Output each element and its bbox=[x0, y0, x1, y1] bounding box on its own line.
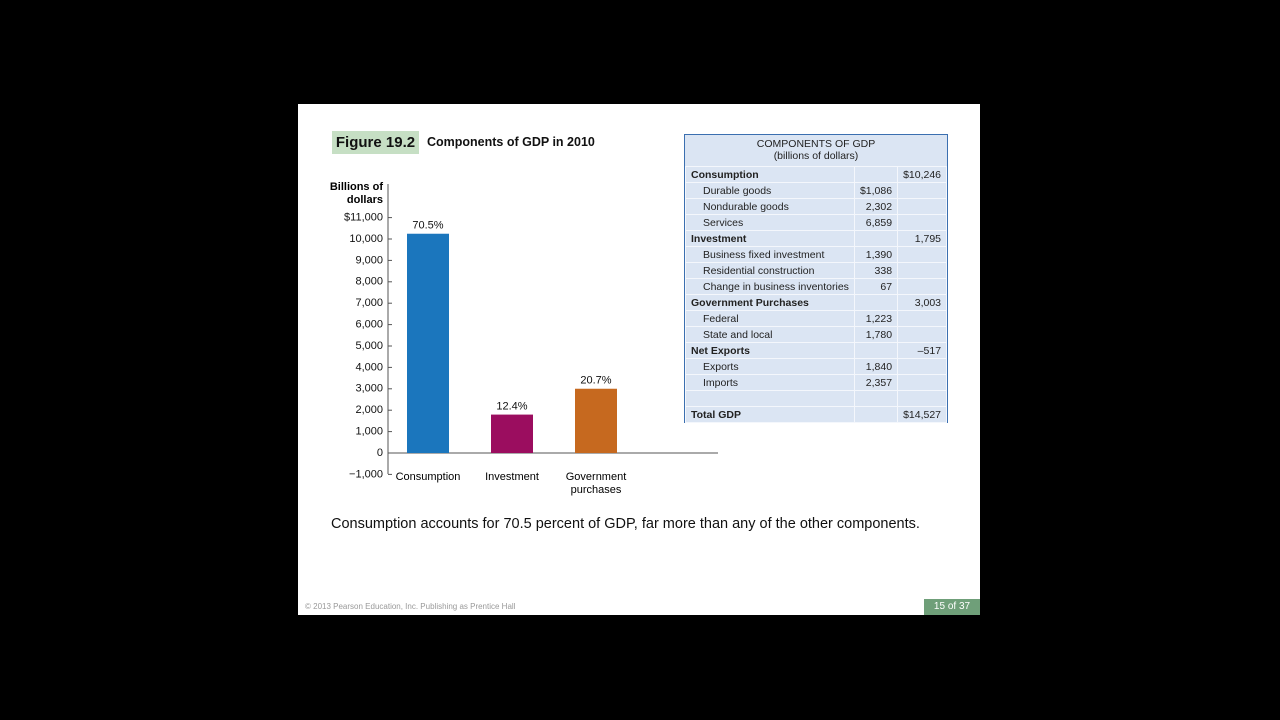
row-label: Total GDP bbox=[685, 406, 855, 423]
y-tick-label: 9,000 bbox=[355, 254, 383, 266]
row-label: Investment bbox=[685, 230, 855, 247]
row-label: State and local bbox=[685, 326, 855, 343]
share-label: 20.7% bbox=[580, 375, 611, 387]
total-cell: 1,795 bbox=[897, 230, 948, 247]
table-row: Government Purchases 3,003 bbox=[685, 294, 948, 311]
table-row: Durable goods $1,086 bbox=[685, 182, 948, 199]
gdp-table: COMPONENTS OF GDP (billions of dollars) … bbox=[684, 134, 948, 423]
row-label: Exports bbox=[685, 358, 855, 375]
bar bbox=[491, 414, 533, 453]
table-row: Consumption $10,246 bbox=[685, 166, 948, 183]
total-cell: $10,246 bbox=[897, 166, 948, 183]
spacer-row bbox=[685, 390, 948, 407]
table-row: Exports 1,840 bbox=[685, 358, 948, 375]
table-row: Services 6,859 bbox=[685, 214, 948, 231]
x-tick-label: Investment bbox=[485, 471, 539, 483]
y-tick-label: 6,000 bbox=[355, 319, 383, 331]
bar bbox=[575, 388, 617, 453]
total-cell bbox=[897, 262, 948, 279]
spacer-cell bbox=[853, 390, 899, 407]
y-tick-label: 5,000 bbox=[355, 340, 383, 352]
table-body: Consumption $10,246 Durable goods $1,086 Non… bbox=[685, 166, 948, 423]
total-cell bbox=[897, 278, 948, 295]
bar bbox=[407, 233, 449, 453]
detail-cell: 67 bbox=[853, 278, 899, 295]
detail-cell: 2,357 bbox=[853, 374, 899, 391]
row-label: Business fixed investment bbox=[685, 246, 855, 263]
total-cell: 3,003 bbox=[897, 294, 948, 311]
detail-cell: $1,086 bbox=[853, 182, 899, 199]
total-cell: –517 bbox=[897, 342, 948, 359]
y-axis-label: Billions of dollars bbox=[329, 181, 383, 206]
share-label: 70.5% bbox=[412, 220, 443, 232]
detail-cell bbox=[853, 166, 899, 183]
table-row: Federal 1,223 bbox=[685, 310, 948, 327]
table-row: Nondurable goods 2,302 bbox=[685, 198, 948, 215]
table-header: COMPONENTS OF GDP (billions of dollars) bbox=[685, 135, 947, 166]
detail-cell: 1,840 bbox=[853, 358, 899, 375]
table-row: Change in business inventories 67 bbox=[685, 278, 948, 295]
x-tick-label: Consumption bbox=[395, 471, 461, 483]
total-cell: $14,527 bbox=[897, 406, 948, 423]
detail-cell: 1,780 bbox=[853, 326, 899, 343]
detail-cell: 2,302 bbox=[853, 198, 899, 215]
row-label: Net Exports bbox=[685, 342, 855, 359]
chart-title: Components of GDP in 2010 bbox=[427, 135, 595, 149]
y-tick-label: 0 bbox=[377, 447, 383, 459]
copyright: © 2013 Pearson Education, Inc. Publishin… bbox=[305, 602, 516, 611]
row-label: Durable goods bbox=[685, 182, 855, 199]
row-label: Federal bbox=[685, 310, 855, 327]
y-tick-label: 4,000 bbox=[355, 361, 383, 373]
y-tick-label: 10,000 bbox=[349, 233, 383, 245]
spacer-cell bbox=[897, 390, 948, 407]
row-label: Imports bbox=[685, 374, 855, 391]
y-tick-label: −1,000 bbox=[349, 468, 383, 480]
row-label: Change in business inventories bbox=[685, 278, 855, 295]
detail-cell: 6,859 bbox=[853, 214, 899, 231]
table-subtitle: (billions of dollars) bbox=[773, 150, 859, 162]
y-tick-label: 3,000 bbox=[355, 383, 383, 395]
detail-cell bbox=[853, 406, 899, 423]
y-tick-label: 1,000 bbox=[355, 426, 383, 438]
row-label: Nondurable goods bbox=[685, 198, 855, 215]
total-cell bbox=[897, 310, 948, 327]
y-tick-label: $11,000 bbox=[344, 212, 383, 224]
detail-cell: 338 bbox=[853, 262, 899, 279]
total-cell bbox=[897, 358, 948, 375]
table-row: Investment 1,795 bbox=[685, 230, 948, 247]
row-label: Residential construction bbox=[685, 262, 855, 279]
table-row: Business fixed investment 1,390 bbox=[685, 246, 948, 263]
y-tick-label: 7,000 bbox=[355, 297, 383, 309]
total-cell bbox=[897, 246, 948, 263]
table-row: State and local 1,780 bbox=[685, 326, 948, 343]
page-number: 15 of 37 bbox=[924, 599, 980, 615]
table-title: COMPONENTS OF GDP bbox=[756, 138, 876, 150]
total-cell bbox=[897, 214, 948, 231]
row-label: Government Purchases bbox=[685, 294, 855, 311]
detail-cell: 1,223 bbox=[853, 310, 899, 327]
y-tick-label: 2,000 bbox=[355, 404, 383, 416]
total-row: Total GDP $14,527 bbox=[685, 406, 948, 423]
caption: Consumption accounts for 70.5 percent of… bbox=[331, 516, 920, 532]
table-row: Net Exports –517 bbox=[685, 342, 948, 359]
table-row: Residential construction 338 bbox=[685, 262, 948, 279]
row-label: Services bbox=[685, 214, 855, 231]
total-cell bbox=[897, 182, 948, 199]
row-label: Consumption bbox=[685, 166, 855, 183]
total-cell bbox=[897, 374, 948, 391]
detail-cell bbox=[853, 294, 899, 311]
detail-cell: 1,390 bbox=[853, 246, 899, 263]
table-row: Imports 2,357 bbox=[685, 374, 948, 391]
share-label: 12.4% bbox=[496, 400, 527, 412]
figure-label: Figure 19.2 bbox=[332, 131, 419, 154]
y-tick-label: 8,000 bbox=[355, 276, 383, 288]
detail-cell bbox=[853, 230, 899, 247]
detail-cell bbox=[853, 342, 899, 359]
total-cell bbox=[897, 198, 948, 215]
spacer-cell bbox=[685, 390, 855, 407]
total-cell bbox=[897, 326, 948, 343]
x-tick-label: Government purchases bbox=[565, 471, 627, 496]
